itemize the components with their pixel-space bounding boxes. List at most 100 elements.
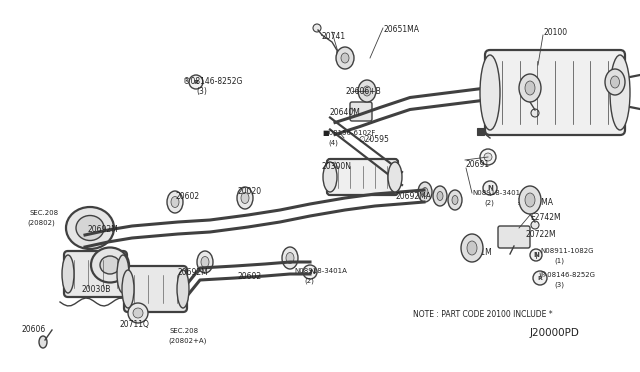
Text: N08918-3401A: N08918-3401A — [472, 190, 525, 196]
Ellipse shape — [363, 86, 371, 96]
Text: 20602: 20602 — [238, 272, 262, 281]
Ellipse shape — [605, 69, 625, 95]
Circle shape — [313, 24, 321, 32]
Ellipse shape — [341, 53, 349, 63]
Ellipse shape — [519, 74, 541, 102]
Circle shape — [531, 109, 539, 117]
Text: E2742M: E2742M — [530, 213, 561, 222]
Ellipse shape — [448, 190, 462, 210]
Circle shape — [531, 221, 539, 229]
Text: 20651MA: 20651MA — [518, 198, 554, 207]
Ellipse shape — [122, 270, 134, 308]
Text: (2): (2) — [484, 200, 494, 206]
Circle shape — [530, 249, 542, 261]
Ellipse shape — [241, 192, 249, 203]
Ellipse shape — [323, 162, 337, 192]
Ellipse shape — [336, 47, 354, 69]
Circle shape — [303, 265, 317, 279]
Text: N: N — [309, 269, 315, 275]
Text: (3): (3) — [196, 87, 207, 96]
Ellipse shape — [480, 55, 500, 130]
Text: 20606: 20606 — [22, 325, 46, 334]
Text: 20640M: 20640M — [330, 108, 361, 117]
Ellipse shape — [167, 191, 183, 213]
Ellipse shape — [467, 241, 477, 255]
Ellipse shape — [452, 196, 458, 205]
Text: R: R — [193, 80, 198, 84]
Text: 20741: 20741 — [322, 32, 346, 41]
Text: SEC.208: SEC.208 — [30, 210, 59, 216]
Text: 20300N: 20300N — [322, 162, 352, 171]
Ellipse shape — [282, 247, 298, 269]
Ellipse shape — [610, 55, 630, 130]
Text: (3): (3) — [554, 282, 564, 289]
Ellipse shape — [422, 187, 428, 196]
Ellipse shape — [39, 336, 47, 348]
Ellipse shape — [525, 81, 535, 95]
Text: N: N — [487, 185, 493, 191]
Text: ®08146-8252G: ®08146-8252G — [183, 77, 243, 86]
Ellipse shape — [461, 234, 483, 262]
Ellipse shape — [611, 76, 620, 88]
Text: ®08146-8252G: ®08146-8252G — [540, 272, 595, 278]
Ellipse shape — [519, 186, 541, 214]
Text: N08911-1082G: N08911-1082G — [540, 248, 593, 254]
FancyBboxPatch shape — [485, 50, 625, 135]
Text: (20802+A): (20802+A) — [168, 338, 206, 344]
Ellipse shape — [62, 255, 74, 293]
Text: 20691: 20691 — [466, 160, 490, 169]
Ellipse shape — [237, 187, 253, 209]
Circle shape — [128, 303, 148, 323]
Bar — [477, 128, 484, 135]
Text: 20692M: 20692M — [178, 268, 209, 277]
Ellipse shape — [437, 192, 443, 201]
FancyBboxPatch shape — [350, 102, 372, 121]
Text: J20000PD: J20000PD — [530, 328, 580, 338]
Ellipse shape — [197, 251, 213, 273]
Circle shape — [480, 149, 496, 165]
Text: 20692M: 20692M — [88, 225, 119, 234]
Text: 20651M: 20651M — [462, 248, 493, 257]
Ellipse shape — [66, 207, 114, 249]
Text: 20651MA: 20651MA — [383, 25, 419, 34]
Ellipse shape — [177, 270, 189, 308]
Ellipse shape — [433, 186, 447, 206]
Circle shape — [483, 181, 497, 195]
FancyBboxPatch shape — [64, 251, 127, 297]
Ellipse shape — [201, 257, 209, 267]
Text: N08918-3401A: N08918-3401A — [294, 268, 347, 274]
Text: (4): (4) — [328, 140, 338, 147]
Ellipse shape — [286, 253, 294, 263]
Ellipse shape — [358, 80, 376, 102]
Text: 20692MA: 20692MA — [395, 192, 431, 201]
Text: (1): (1) — [554, 258, 564, 264]
Text: 20020: 20020 — [238, 187, 262, 196]
FancyBboxPatch shape — [337, 51, 351, 61]
Text: 20030B: 20030B — [82, 285, 111, 294]
Circle shape — [484, 153, 492, 161]
Text: ∅20595: ∅20595 — [358, 135, 389, 144]
Ellipse shape — [117, 255, 129, 293]
Ellipse shape — [76, 215, 104, 241]
Text: 20711Q: 20711Q — [120, 320, 150, 329]
Text: NOTE : PART CODE 20100 INCLUDE *: NOTE : PART CODE 20100 INCLUDE * — [413, 310, 552, 319]
Text: 20602: 20602 — [175, 192, 199, 201]
Text: ■08156-6102F: ■08156-6102F — [322, 130, 376, 136]
Text: R: R — [538, 276, 543, 280]
Circle shape — [189, 75, 203, 89]
Text: N: N — [533, 252, 539, 258]
Text: (20802): (20802) — [27, 220, 55, 227]
FancyBboxPatch shape — [327, 159, 398, 195]
Text: (2): (2) — [304, 278, 314, 285]
Text: 20606+B: 20606+B — [345, 87, 381, 96]
Text: SEC.208: SEC.208 — [170, 328, 199, 334]
FancyBboxPatch shape — [124, 266, 187, 312]
Ellipse shape — [171, 196, 179, 208]
FancyBboxPatch shape — [498, 226, 530, 248]
Text: 20722M: 20722M — [525, 230, 556, 239]
Text: 20100: 20100 — [543, 28, 567, 37]
Circle shape — [533, 271, 547, 285]
Ellipse shape — [388, 162, 402, 192]
Ellipse shape — [91, 247, 129, 282]
Ellipse shape — [418, 182, 432, 202]
